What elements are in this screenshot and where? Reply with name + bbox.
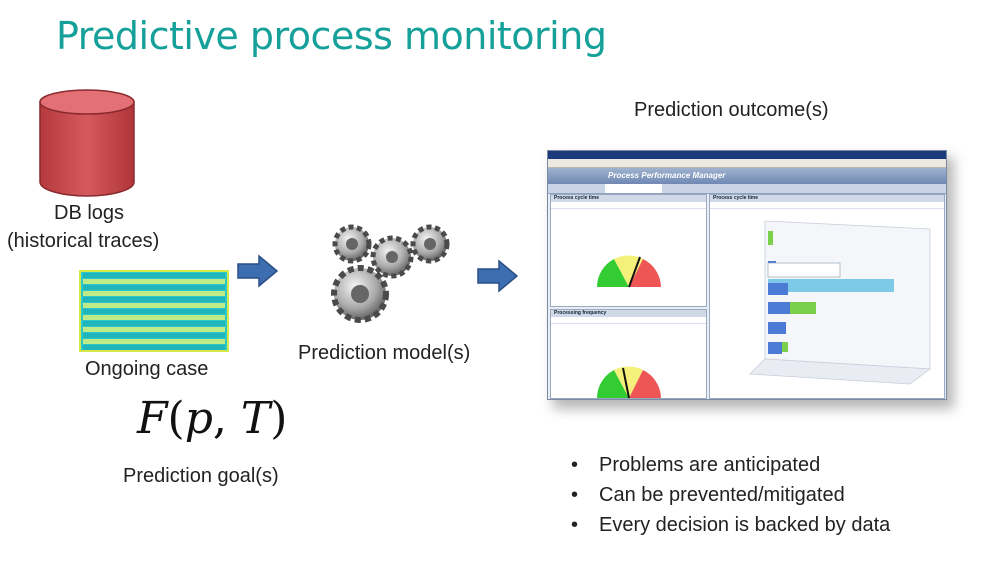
formula-close-paren: )	[270, 393, 288, 444]
3d-bar-chart	[749, 220, 932, 385]
app-tab	[548, 184, 605, 193]
gears-icon	[331, 224, 450, 323]
prediction-model-label: Prediction model(s)	[298, 342, 471, 364]
panel-filter	[551, 202, 706, 209]
formula-p: p	[184, 393, 213, 444]
bullet-item: Problems are anticipated	[571, 450, 890, 480]
slide-title: Predictive process monitoring	[56, 14, 607, 58]
formula-f: F	[137, 393, 168, 444]
cycle-time-gauge-panel: Process cycle time	[550, 194, 707, 307]
frequency-gauge-panel: Processing frequency	[550, 309, 707, 399]
right-arrow-icon	[237, 254, 279, 288]
app-tab	[889, 184, 946, 193]
bullet-list: Problems are anticipated Can be prevente…	[571, 450, 890, 540]
historical-traces-label: (historical traces)	[7, 230, 160, 252]
app-tab	[775, 184, 832, 193]
panel-title: Process cycle time	[710, 195, 944, 202]
panel-filter	[710, 202, 944, 209]
formula-comma: ,	[212, 393, 241, 444]
right-arrow-icon	[477, 259, 519, 293]
formula-t: T	[240, 393, 271, 444]
gauge-chart	[597, 366, 661, 398]
ongoing-case-log	[79, 270, 229, 352]
bullet-item: Can be prevented/mitigated	[571, 480, 890, 510]
bullet-item: Every decision is backed by data	[571, 510, 890, 540]
app-header: Process Performance Manager	[548, 168, 946, 184]
process-performance-screenshot: Process Performance Manager Process cycl…	[547, 150, 947, 400]
app-tabs	[548, 184, 946, 194]
panel-filter	[551, 317, 706, 324]
window-titlebar	[548, 151, 946, 159]
app-tab	[662, 184, 719, 193]
prediction-goal-label: Prediction goal(s)	[123, 465, 279, 487]
menu-bar	[548, 159, 946, 168]
prediction-formula: F(p, T)	[137, 393, 287, 444]
panel-title: Processing frequency	[551, 310, 706, 317]
cycle-time-bar-panel: Process cycle time	[709, 194, 945, 399]
ongoing-case-label: Ongoing case	[85, 358, 209, 380]
app-tab	[719, 184, 776, 193]
database-icon	[39, 89, 135, 197]
app-tab	[832, 184, 889, 193]
prediction-outcome-label: Prediction outcome(s)	[634, 99, 829, 121]
db-logs-label: DB logs	[54, 202, 125, 224]
gauge-chart	[597, 255, 661, 288]
panel-title: Process cycle time	[551, 195, 706, 202]
formula-open-paren: (	[167, 393, 185, 444]
app-tab	[604, 184, 662, 193]
